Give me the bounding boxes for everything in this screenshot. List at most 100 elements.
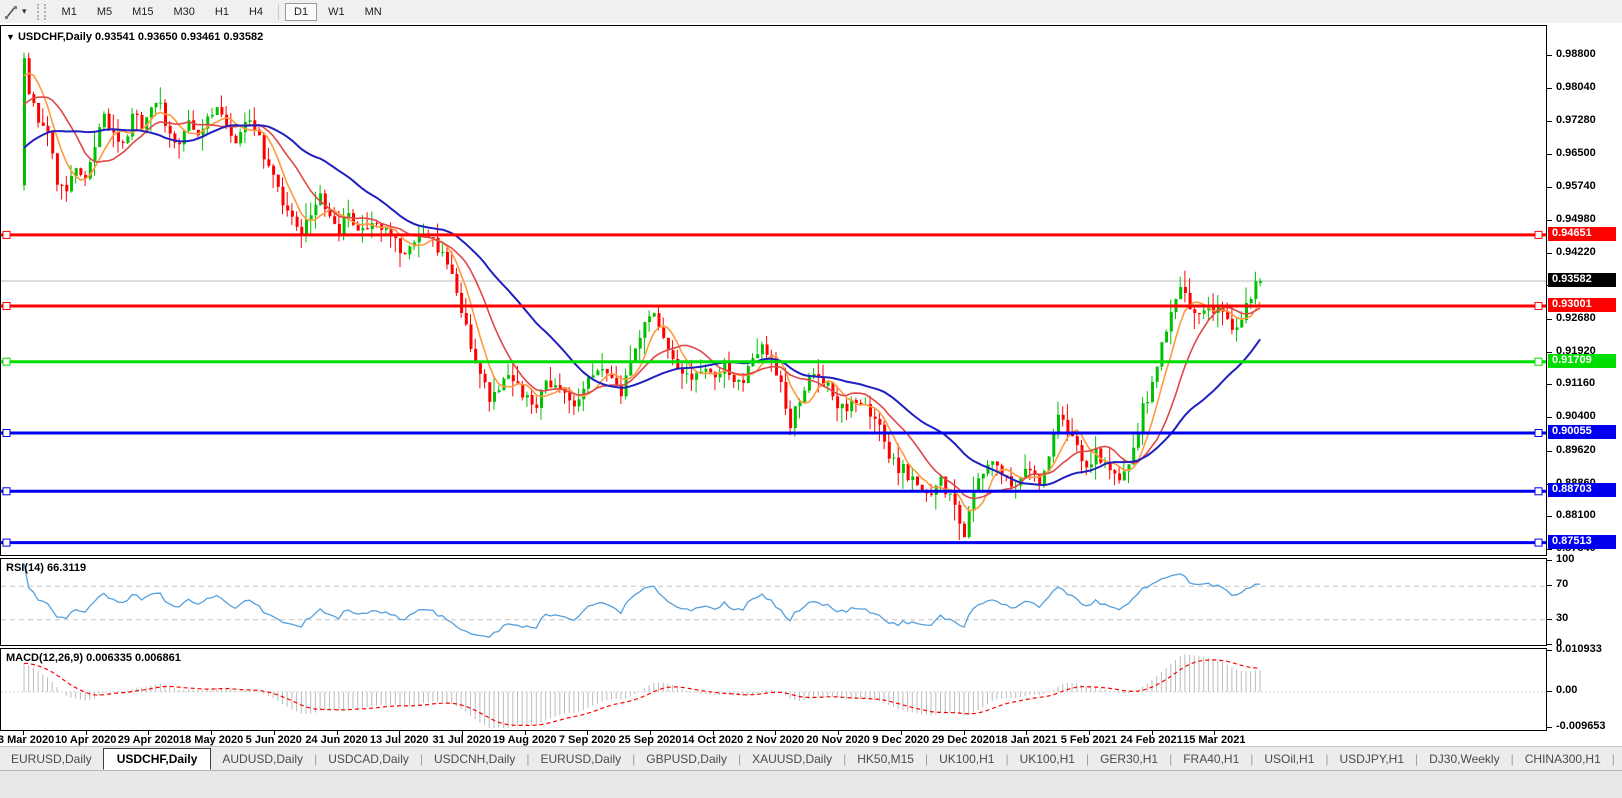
- date-label: 9 Dec 2020: [872, 734, 930, 746]
- axis-tick: [1547, 644, 1552, 645]
- date-tick: [273, 731, 275, 735]
- axis-label: 100: [1556, 553, 1575, 565]
- axis-label: 0.00: [1556, 683, 1578, 696]
- chart-tab-usdcad-daily[interactable]: USDCAD,Daily: [328, 752, 409, 766]
- date-label: 18 Jan 2021: [995, 734, 1058, 746]
- tab-separator: |: [1005, 752, 1009, 766]
- axis-tick: [1547, 252, 1552, 254]
- date-label: 19 Aug 2020: [492, 734, 557, 746]
- timeframe-button-h4[interactable]: H4: [248, 5, 264, 18]
- chart-tab-usdjpy-h1[interactable]: USDJPY,H1: [1339, 752, 1404, 766]
- chart-symbol-label: USDCHF,Daily: [17, 31, 92, 43]
- price-badge: 0.93582: [1548, 273, 1616, 287]
- date-tick: [963, 731, 965, 735]
- chart-tab-uk100-h1[interactable]: UK100,H1: [1019, 752, 1075, 766]
- date-label: 29 Dec 2020: [932, 734, 995, 746]
- axis-tick: [1547, 450, 1552, 452]
- date-tick: [148, 731, 150, 735]
- timeframe-button-m1[interactable]: M1: [61, 5, 77, 18]
- date-tick: [461, 731, 463, 735]
- tab-separator: |: [1415, 752, 1419, 766]
- chart-tab-eurusd-daily[interactable]: EURUSD,Daily: [11, 752, 92, 766]
- tab-separator: |: [1510, 752, 1514, 766]
- macd-pane[interactable]: [0, 648, 1547, 731]
- timeframe-button-w1[interactable]: W1: [328, 5, 345, 18]
- axis-label: 0.010933: [1556, 643, 1602, 655]
- chart-tab-fra40-h1[interactable]: FRA40,H1: [1183, 752, 1240, 766]
- timeframe-toolbar: ▾ M1 M5 M15 M30 H1 H4 D1 W1 MN: [0, 0, 1622, 24]
- chart-tab-usdchf-daily[interactable]: USDCHF,Daily: [102, 748, 212, 770]
- axis-tick: [1547, 727, 1552, 728]
- tab-separator: |: [843, 752, 847, 766]
- chart-title-caret-icon[interactable]: ▼: [6, 32, 15, 42]
- chart-tab-usoil-h1[interactable]: USOil,H1: [1264, 752, 1315, 766]
- tool-dropdown-caret-icon[interactable]: ▾: [22, 6, 27, 16]
- price-badge: 0.91709: [1548, 353, 1616, 368]
- price-badge: 0.93001: [1548, 298, 1616, 313]
- axis-label: 30: [1556, 611, 1569, 624]
- toolbar-separator: [278, 3, 280, 20]
- date-label: 24 Feb 2021: [1120, 734, 1183, 746]
- tab-separator: |: [1611, 752, 1615, 766]
- rsi-pane[interactable]: [0, 558, 1547, 646]
- axis-tick: [1547, 618, 1552, 620]
- date-tick: [712, 731, 714, 735]
- timeframe-button-d1[interactable]: D1: [285, 2, 318, 21]
- price-badge: 0.87513: [1548, 534, 1616, 549]
- price-badge: 0.88703: [1548, 483, 1616, 498]
- chart-ohlc-values: 0.93541 0.93650 0.93461 0.93582: [95, 31, 264, 43]
- date-label: 15 Mar 2021: [1183, 734, 1246, 746]
- chart-tab-audusd-daily[interactable]: AUDUSD,Daily: [222, 752, 304, 766]
- tab-separator: |: [1169, 752, 1173, 766]
- tab-separator: |: [632, 752, 636, 766]
- date-label: 2 Nov 2020: [746, 734, 805, 746]
- axis-tick: [1547, 690, 1552, 692]
- axis-tick: [1547, 318, 1552, 320]
- chart-tab-xauusd-daily[interactable]: XAUUSD,Daily: [752, 752, 833, 766]
- chart-tab-hk50-m15[interactable]: HK50,M15: [857, 752, 914, 766]
- axis-label: 0: [1556, 637, 1563, 649]
- axis-label: 0.92680: [1556, 311, 1596, 324]
- date-label: 10 Apr 2020: [55, 734, 117, 746]
- axis-label: 0.96500: [1556, 147, 1596, 160]
- axis-label: 0.94980: [1556, 212, 1596, 225]
- chart-tab-ger30-h1[interactable]: GER30,H1: [1100, 752, 1159, 766]
- axis-tick: [1547, 417, 1552, 419]
- timeframe-button-m5[interactable]: M5: [96, 5, 113, 18]
- timeframe-button-m30[interactable]: M30: [173, 5, 195, 18]
- axis-tick: [1547, 560, 1552, 561]
- date-tick: [336, 731, 338, 735]
- axis-label: 0.91160: [1556, 377, 1596, 390]
- tab-separator: |: [1325, 752, 1329, 766]
- toolbar-grip[interactable]: [36, 3, 46, 20]
- timeframe-button-h1[interactable]: H1: [214, 5, 229, 18]
- axis-label: 0.91920: [1556, 344, 1596, 357]
- axis-label: 0.98800: [1556, 48, 1596, 61]
- date-tick: [587, 731, 589, 735]
- chart-tab-eurusd-daily[interactable]: EURUSD,Daily: [540, 752, 622, 766]
- price-badge: 0.90055: [1548, 425, 1616, 440]
- rsi-label: RSI(14) 66.3119: [6, 562, 87, 574]
- date-tick: [900, 731, 902, 735]
- axis-label: 0.95740: [1556, 179, 1596, 192]
- chart-tab-dj30-weekly[interactable]: DJ30,Weekly: [1429, 752, 1500, 766]
- chart-tab-gbpusd-daily[interactable]: GBPUSD,Daily: [646, 752, 727, 766]
- date-tick: [211, 731, 213, 735]
- axis-label: 70: [1556, 578, 1569, 591]
- crosshair-tool-icon[interactable]: [2, 3, 22, 21]
- axis-tick: [1547, 120, 1552, 122]
- tab-separator: |: [1250, 752, 1254, 766]
- date-label: 18 May 2020: [178, 734, 244, 746]
- axis-tick: [1547, 219, 1552, 221]
- chart-tab-usdcnh-daily[interactable]: USDCNH,Daily: [434, 752, 516, 766]
- chart-tab-china300-h1[interactable]: CHINA300,H1: [1524, 752, 1601, 766]
- date-label: 23 Mar 2020: [0, 734, 55, 746]
- date-tick: [1026, 731, 1028, 735]
- main-price-pane[interactable]: [0, 25, 1547, 556]
- timeframe-button-m15[interactable]: M15: [132, 5, 154, 18]
- axis-tick: [1547, 384, 1552, 386]
- timeframe-button-mn[interactable]: MN: [364, 5, 382, 18]
- axis-tick: [1547, 516, 1552, 518]
- chart-tab-uk100-h1[interactable]: UK100,H1: [939, 752, 995, 766]
